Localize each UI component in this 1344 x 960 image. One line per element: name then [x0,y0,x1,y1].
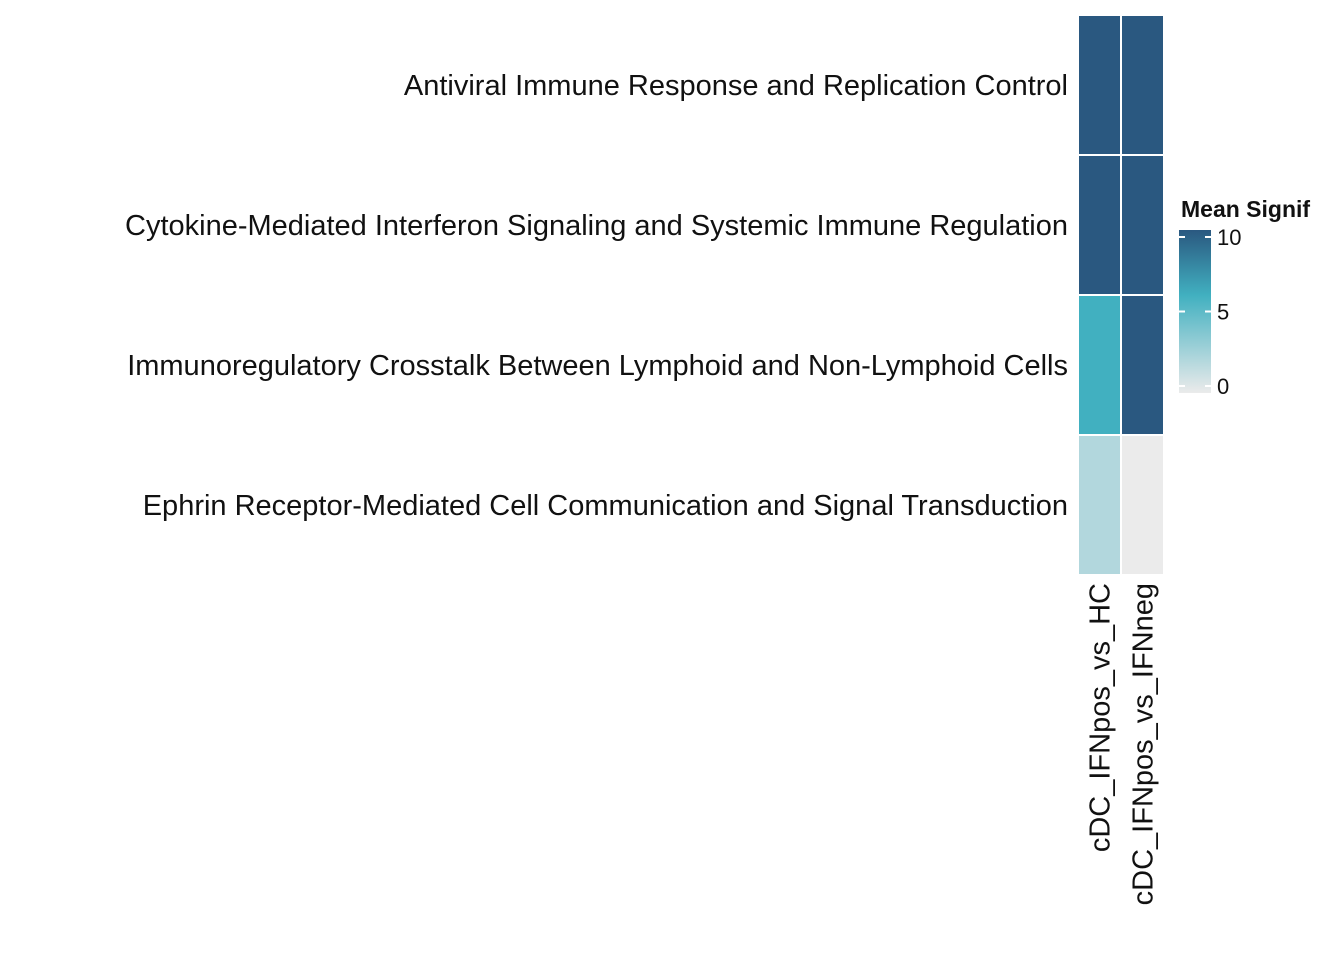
color-legend: Mean Signif 10 5 0 [1179,196,1310,399]
legend-ticks: 10 5 0 [1179,225,1241,399]
heatmap-cell [1120,14,1165,156]
legend-tick-label: 10 [1217,225,1241,250]
heatmap-cell [1120,294,1165,436]
legend-tick-label: 5 [1217,300,1229,325]
heatmap-cell [1120,154,1165,296]
row-label: Antiviral Immune Response and Replicatio… [404,70,1068,102]
heatmap-cell [1077,434,1122,576]
legend-title: Mean Signif [1181,196,1310,222]
row-labels: Antiviral Immune Response and Replicatio… [125,70,1068,522]
legend-tick-label: 0 [1217,374,1229,399]
heatmap-cell [1077,294,1122,436]
row-label: Cytokine-Mediated Interferon Signaling a… [125,210,1068,242]
column-label: cDC_IFNpos_vs_IFNneg [1128,583,1160,905]
heatmap-cell [1120,434,1165,576]
column-label: cDC_IFNpos_vs_HC [1085,583,1117,852]
heatmap-cell [1077,154,1122,296]
heatmap-cell [1077,14,1122,156]
column-labels: cDC_IFNpos_vs_HC cDC_IFNpos_vs_IFNneg [1085,583,1160,905]
row-label: Immunoregulatory Crosstalk Between Lymph… [127,350,1068,382]
heatmap-cells [1077,14,1165,576]
row-label: Ephrin Receptor-Mediated Cell Communicat… [143,490,1068,522]
